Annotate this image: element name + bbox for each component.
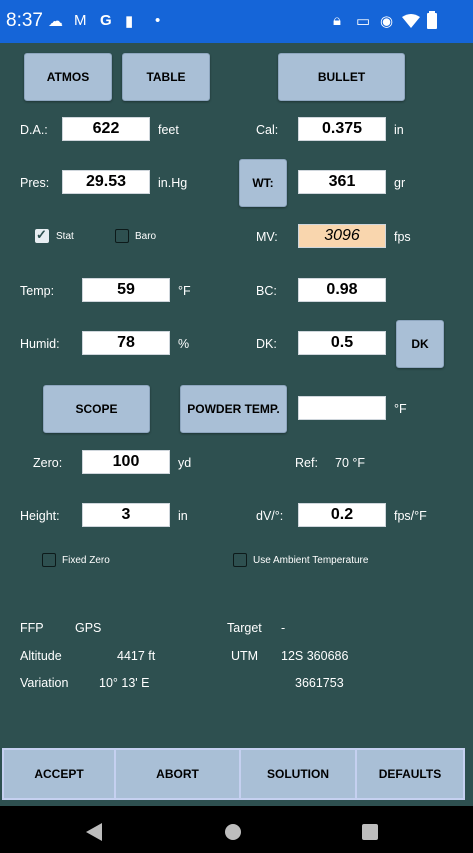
dv-field[interactable]: 0.2 <box>298 503 386 527</box>
mv-field[interactable]: 3096 <box>298 224 386 248</box>
target-label: Target <box>227 621 262 635</box>
da-unit: feet <box>158 123 179 137</box>
baro-checkbox[interactable] <box>115 229 129 243</box>
status-time: 8:37 <box>6 10 43 31</box>
wifi-icon <box>402 14 420 28</box>
home-icon[interactable] <box>224 823 242 841</box>
height-label: Height: <box>20 509 60 523</box>
dk-label: DK: <box>256 337 277 351</box>
bc-label: BC: <box>256 284 277 298</box>
use-ambient-checkbox[interactable] <box>233 553 247 567</box>
recents-icon[interactable] <box>362 824 378 840</box>
powder-temp-field[interactable] <box>298 396 386 420</box>
use-ambient-label: Use Ambient Temperature <box>253 555 369 566</box>
temp-unit: °F <box>178 284 191 298</box>
da-label: D.A.: <box>20 123 48 137</box>
dk-button[interactable]: DK <box>396 320 444 368</box>
ref-label: Ref: <box>295 456 318 470</box>
pres-unit: in.Hg <box>158 176 188 190</box>
zero-label: Zero: <box>33 456 63 470</box>
sim-card-icon: ▮ <box>125 13 134 30</box>
gps-label: GPS <box>75 621 102 635</box>
pres-field[interactable]: 29.53 <box>62 170 150 194</box>
abort-button[interactable]: ABORT <box>116 750 241 798</box>
location-icon: ◉ <box>380 13 394 30</box>
target-value: - <box>281 621 286 635</box>
mv-unit: fps <box>394 230 411 244</box>
cloud-upload-icon: ☁ <box>48 13 63 30</box>
altitude-value: 4417 ft <box>117 649 156 663</box>
temp-field[interactable]: 59 <box>82 278 170 302</box>
wt-unit: gr <box>394 176 406 190</box>
battery-icon <box>427 11 437 29</box>
google-icon: G <box>100 12 112 29</box>
baro-label: Baro <box>135 231 157 242</box>
humid-unit: % <box>178 337 190 351</box>
ref-value: 70 °F <box>335 456 366 470</box>
altitude-label: Altitude <box>20 649 62 663</box>
temp-label: Temp: <box>20 284 55 298</box>
bc-field[interactable]: 0.98 <box>298 278 386 302</box>
stat-checkbox[interactable] <box>35 227 49 243</box>
accept-button[interactable]: ACCEPT <box>4 750 116 798</box>
fixed-zero-checkbox[interactable] <box>42 553 56 567</box>
stat-label: Stat <box>56 231 74 242</box>
humid-label: Humid: <box>20 337 60 351</box>
status-bar: 8:37 ☁ M G ▮ • 🔒︎ ▭ ◉ <box>0 0 473 43</box>
bullet-button[interactable]: BULLET <box>278 53 405 101</box>
solution-button[interactable]: SOLUTION <box>241 750 357 798</box>
gmail-icon: M <box>74 12 87 29</box>
atmos-button[interactable]: ATMOS <box>24 53 112 101</box>
variation-label: Variation <box>20 676 69 690</box>
wt-field[interactable]: 361 <box>298 170 386 194</box>
powder-temp-button[interactable]: POWDER TEMP. <box>180 385 287 433</box>
powder-temp-unit: °F <box>394 402 407 416</box>
zero-unit: yd <box>178 456 192 470</box>
scope-button[interactable]: SCOPE <box>43 385 150 433</box>
utm-value-1: 12S 360686 <box>281 649 349 663</box>
dk-field[interactable]: 0.5 <box>298 331 386 355</box>
mv-label: MV: <box>256 230 278 244</box>
height-field[interactable]: 3 <box>82 503 170 527</box>
variation-value: 10° 13' E <box>99 676 150 690</box>
defaults-button[interactable]: DEFAULTS <box>357 750 463 798</box>
utm-value-2: 3661753 <box>295 676 344 690</box>
wt-button[interactable]: WT: <box>239 159 287 207</box>
cal-unit: in <box>394 123 404 137</box>
ffp-label: FFP <box>20 621 44 635</box>
bottom-action-bar: ACCEPT ABORT SOLUTION DEFAULTS <box>2 748 465 800</box>
da-field[interactable]: 622 <box>62 117 150 141</box>
app-content: ATMOS TABLE BULLET D.A.: 622 feet Cal: 0… <box>0 43 473 806</box>
humid-field[interactable]: 78 <box>82 331 170 355</box>
zero-field[interactable]: 100 <box>82 450 170 474</box>
dv-label: dV/°: <box>256 509 284 523</box>
back-icon[interactable] <box>86 823 102 841</box>
navigation-bar <box>0 806 473 853</box>
dv-unit: fps/°F <box>394 509 427 523</box>
cal-field[interactable]: 0.375 <box>298 117 386 141</box>
pres-label: Pres: <box>20 176 50 190</box>
fixed-zero-label: Fixed Zero <box>62 555 110 566</box>
lock-icon: 🔒︎ <box>333 12 341 29</box>
dot-icon: • <box>155 12 161 29</box>
cast-icon: ▭ <box>356 13 371 30</box>
table-button[interactable]: TABLE <box>122 53 210 101</box>
height-unit: in <box>178 509 188 523</box>
cal-label: Cal: <box>256 123 279 137</box>
utm-label: UTM <box>231 649 259 663</box>
